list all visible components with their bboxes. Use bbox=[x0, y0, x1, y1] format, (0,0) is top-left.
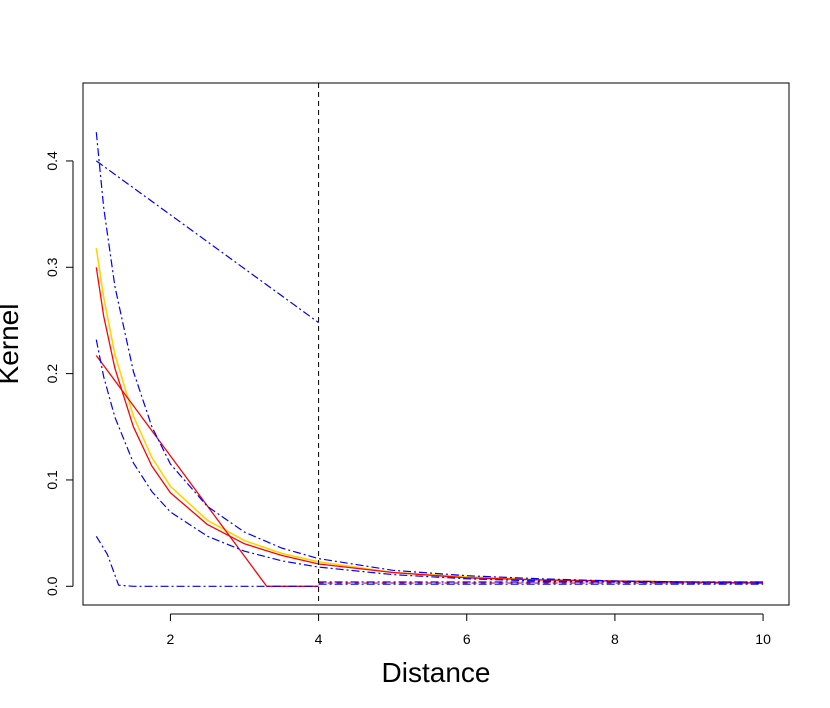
series-line-4 bbox=[95, 160, 319, 324]
x-tick-label: 2 bbox=[167, 631, 175, 647]
y-tick-label: 0.3 bbox=[44, 257, 60, 277]
y-axis: 0.0 0.1 0.2 0.3 0.4 bbox=[44, 151, 74, 596]
x-axis-title: Distance bbox=[382, 657, 491, 688]
series-line-1 bbox=[95, 247, 764, 584]
y-tick-label: 0.4 bbox=[44, 151, 60, 171]
series-line-6 bbox=[95, 339, 764, 584]
x-tick-label: 10 bbox=[755, 631, 771, 647]
series-layer bbox=[95, 132, 764, 587]
y-tick-label: 0.0 bbox=[44, 576, 60, 596]
series-line-3 bbox=[95, 355, 319, 587]
series-line-2 bbox=[95, 267, 764, 584]
series-line-7 bbox=[95, 535, 319, 587]
x-tick-label: 8 bbox=[611, 631, 619, 647]
y-tick-label: 0.2 bbox=[44, 364, 60, 384]
x-tick-label: 4 bbox=[315, 631, 323, 647]
plot-frame bbox=[82, 82, 790, 606]
y-axis-title: Kernel bbox=[0, 304, 24, 385]
y-tick-label: 0.1 bbox=[44, 470, 60, 490]
series-line-5 bbox=[95, 132, 764, 583]
x-tick-label: 6 bbox=[463, 631, 471, 647]
x-axis: 2 4 6 8 10 bbox=[167, 613, 771, 647]
